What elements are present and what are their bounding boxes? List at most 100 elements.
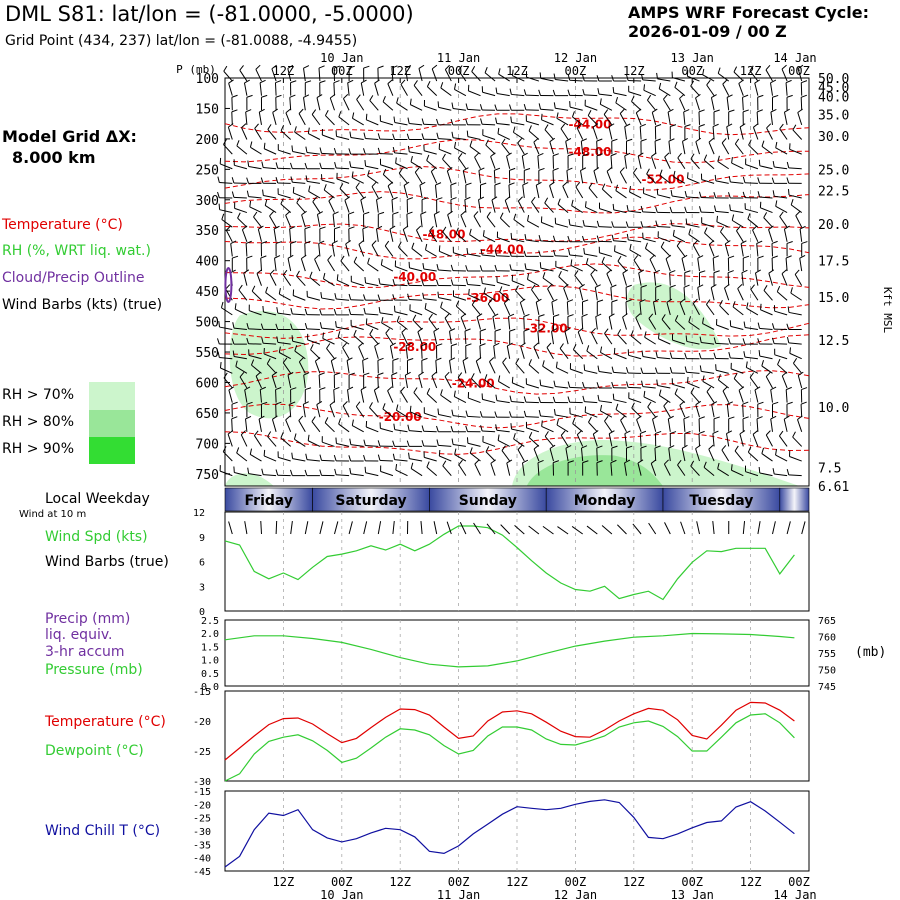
wind-barb (321, 436, 335, 447)
wind-barb-flag (595, 313, 602, 318)
wind-barb (669, 124, 677, 140)
wind-barb (567, 153, 574, 169)
wind-barb-staff (249, 206, 262, 214)
wind-barb-flag (499, 212, 504, 219)
wind-barb (492, 313, 499, 330)
wind-barb (564, 327, 571, 345)
wind-barb (261, 468, 277, 477)
wind-barb-staff (630, 335, 642, 345)
wind-barb-flag (523, 103, 527, 111)
wind-barb-staff (533, 141, 540, 155)
wind-barb-flag (227, 430, 234, 435)
wind-barb (246, 322, 262, 330)
wind-barb (770, 415, 777, 432)
wind-barb (428, 313, 438, 330)
wind-barb-flag (558, 270, 562, 277)
wind-barb-flag (318, 240, 325, 244)
wind-barb-staff (237, 217, 248, 228)
wind-barb-flag (683, 284, 690, 288)
wind-barb-flag (772, 401, 779, 405)
wind-barb-flag (695, 444, 701, 450)
wind-barb (440, 82, 452, 97)
wind-barb (377, 294, 393, 301)
wind-barb (298, 415, 306, 433)
wind-barb (231, 191, 247, 199)
wind-barb-flag (363, 439, 366, 446)
wind-barb-flag (674, 315, 679, 321)
surface-wind-barb (459, 522, 467, 535)
wind-barb-staff (731, 219, 744, 228)
wind-barb (698, 206, 715, 214)
wind-barb-flag (523, 89, 527, 96)
wind-barb-staff (251, 364, 262, 374)
wind-barb-staff (272, 112, 277, 126)
wind-barb (781, 64, 788, 82)
wind-barb-flag (332, 211, 339, 215)
wind-barb-staff (613, 92, 627, 97)
wind-barb-staff (474, 156, 481, 169)
wind-barb-staff (673, 176, 686, 184)
wind-barb-staff (664, 156, 671, 169)
wind-barb (538, 103, 554, 111)
wind-barb-staff (277, 312, 291, 316)
wind-barb-flag (380, 259, 383, 266)
station-title: DML S81: lat/lon = (-81.0000, -5.0000) (5, 2, 414, 26)
wind-barb-staff (789, 352, 802, 360)
wind-barb-staff (342, 347, 350, 359)
wind-barb-flag (246, 337, 249, 344)
wind-barb-staff (781, 375, 788, 389)
wind-barb-flag (565, 138, 572, 142)
wind-barb-flag (480, 182, 487, 186)
wind-barb-staff (799, 258, 803, 272)
wind-barb-staff (487, 303, 496, 316)
wind-barb-staff (549, 141, 554, 155)
wind-barb-flag (267, 431, 272, 437)
height-tick-label: 25.0 (818, 163, 849, 178)
wind-barb-staff (580, 170, 584, 184)
wind-barb (786, 323, 802, 330)
wind-barb-flag (418, 371, 425, 376)
wind-barb-flag (582, 299, 589, 303)
temperature-contour (224, 431, 810, 455)
wind-barb (757, 191, 773, 199)
wind-barb-flag (742, 94, 749, 98)
wind-barb-flag (727, 192, 731, 199)
wind-barb-flag (253, 211, 258, 218)
wind-barb (237, 212, 248, 228)
wind-barb (757, 177, 773, 184)
wind-barb (698, 352, 715, 360)
wind-barb (263, 449, 277, 462)
wind-barb-staff (453, 295, 467, 301)
wind-barb-staff (442, 465, 452, 476)
wind-barb-staff (253, 216, 262, 228)
wind-barb-staff (533, 448, 540, 462)
wind-barb-staff (613, 240, 627, 243)
wind-barb-staff (643, 192, 656, 199)
wind-barb-flag (484, 67, 488, 73)
wind-barb-staff (333, 82, 335, 96)
wind-barb (702, 68, 715, 82)
wind-barb-flag (771, 177, 775, 184)
wind-barb (350, 319, 364, 330)
wind-barb-staff (345, 243, 350, 257)
wind-barb (433, 211, 440, 228)
wind-barb-staff (659, 174, 671, 184)
wind-barb (421, 279, 437, 287)
wind-barb-flag (533, 444, 540, 450)
wind-barb (280, 125, 292, 140)
wind-barb-staff (749, 377, 759, 389)
wind-barb-flag (777, 358, 781, 365)
wind-barb-flag (631, 402, 635, 409)
wind-barb (222, 446, 233, 462)
wind-barb-staff (727, 272, 730, 286)
wind-barb (290, 323, 306, 330)
wind-barb-flag (319, 322, 323, 329)
wind-barb (726, 430, 733, 447)
wind-barb (635, 108, 642, 126)
wind-barb-staff (566, 170, 569, 184)
wind-barb-flag (319, 162, 322, 169)
wind-barb-staff (452, 284, 466, 287)
wind-barb-flag (305, 175, 308, 182)
wind-barb-flag (307, 127, 310, 134)
wind-barb-staff (651, 156, 657, 169)
